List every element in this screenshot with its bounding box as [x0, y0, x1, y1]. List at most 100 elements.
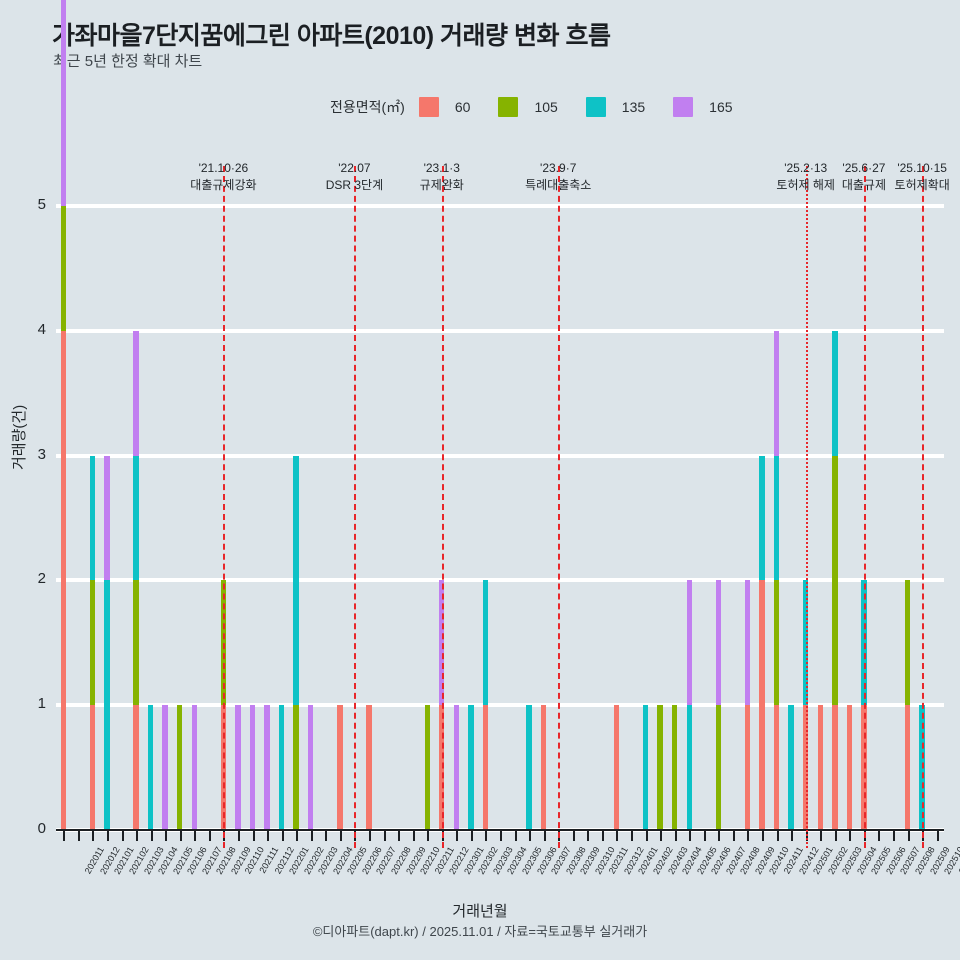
bar-202403-135[interactable] — [642, 705, 649, 830]
bar-202503-60[interactable] — [817, 705, 823, 830]
bar-202011-60[interactable] — [60, 330, 66, 830]
x-tick — [310, 831, 313, 841]
bar-202105-135[interactable] — [147, 705, 154, 830]
x-tick — [121, 831, 124, 841]
x-tick — [500, 831, 502, 841]
bar-202509-105[interactable] — [904, 580, 911, 706]
bar-202504-105[interactable] — [832, 455, 838, 706]
x-tick — [849, 831, 852, 841]
x-tick — [296, 831, 299, 841]
x-tick — [77, 831, 80, 841]
legend-label: 135 — [621, 99, 646, 115]
bar-202206-60[interactable] — [337, 705, 343, 830]
bar-202107-105[interactable] — [177, 705, 183, 830]
bar-202304-135[interactable] — [482, 580, 489, 706]
bar-202410-60[interactable] — [744, 705, 751, 830]
bar-202102-135[interactable] — [104, 580, 110, 830]
x-tick — [325, 831, 328, 841]
bar-202110-105[interactable] — [220, 580, 227, 706]
event-line-202301 — [441, 166, 444, 848]
x-tick — [485, 831, 488, 841]
bar-202106-165[interactable] — [162, 705, 168, 830]
x-tick — [237, 831, 240, 841]
bar-202504-60[interactable] — [832, 705, 838, 830]
bar-202104-60[interactable] — [133, 705, 139, 830]
x-tick — [92, 831, 95, 841]
bar-202411-60[interactable] — [759, 580, 765, 830]
bar-202307-135[interactable] — [526, 705, 532, 830]
bar-202412-135[interactable] — [773, 455, 780, 581]
y-tick-label: 5 — [37, 196, 46, 213]
event-date: '25.2·13 — [784, 161, 828, 175]
bar-202412-60[interactable] — [773, 705, 780, 830]
event-line-202110 — [223, 166, 226, 848]
bar-202104-135[interactable] — [133, 455, 139, 581]
bar-202505-60[interactable] — [846, 705, 853, 830]
x-tick — [878, 831, 881, 841]
bar-202412-105[interactable] — [773, 580, 780, 706]
legend-swatch-icon — [585, 97, 606, 117]
bar-202302-165[interactable] — [453, 705, 460, 830]
bar-202502-60[interactable] — [803, 705, 809, 830]
bar-202110-60[interactable] — [220, 705, 227, 830]
bar-202101-135[interactable] — [89, 455, 96, 581]
bar-202301-60[interactable] — [439, 705, 445, 830]
bar-202411-135[interactable] — [759, 455, 765, 581]
bar-202501-135[interactable] — [788, 705, 794, 830]
bar-202203-105[interactable] — [293, 705, 299, 830]
chart-legend: 전용면적(㎡) 60 105 135 165 — [330, 97, 761, 117]
bar-202202-135[interactable] — [278, 705, 285, 830]
bar-202204-165[interactable] — [308, 705, 314, 830]
legend-label: 165 — [709, 99, 733, 115]
gridline-y-3 — [56, 453, 944, 458]
bar-202104-165[interactable] — [133, 330, 139, 456]
bar-202304-60[interactable] — [482, 705, 489, 830]
bar-202308-60[interactable] — [540, 705, 547, 830]
bar-202303-135[interactable] — [468, 705, 474, 830]
bar-202502-135[interactable] — [803, 580, 809, 706]
legend-item-60[interactable]: 60 — [418, 97, 493, 117]
bar-202212-105[interactable] — [424, 705, 430, 830]
bar-202101-60[interactable] — [89, 705, 96, 830]
bar-202412-165[interactable] — [773, 330, 780, 456]
legend-item-135[interactable]: 135 — [585, 97, 667, 117]
bar-202111-165[interactable] — [235, 705, 241, 830]
bar-202108-165[interactable] — [191, 705, 197, 830]
x-tick — [660, 831, 663, 841]
gridline-y-4 — [56, 328, 944, 333]
x-tick — [936, 831, 939, 841]
bar-202203-135[interactable] — [293, 455, 299, 706]
bar-202510-135[interactable] — [919, 705, 925, 830]
bar-202410-165[interactable] — [744, 580, 751, 706]
legend-item-105[interactable]: 105 — [498, 97, 579, 117]
gridline-y-2 — [56, 578, 944, 583]
bar-202401-60[interactable] — [613, 705, 620, 830]
bar-202509-60[interactable] — [904, 705, 911, 830]
bar-202404-105[interactable] — [657, 705, 663, 830]
x-tick — [587, 831, 590, 841]
bar-202406-135[interactable] — [686, 705, 692, 830]
bar-202011-105[interactable] — [60, 206, 66, 331]
legend-item-165[interactable]: 165 — [673, 97, 754, 117]
bar-202408-165[interactable] — [715, 580, 722, 706]
bar-202504-135[interactable] — [832, 330, 838, 456]
x-tick — [179, 831, 182, 841]
x-tick — [136, 831, 139, 841]
event-annotation-202506: '25.6·27 대출규제 — [784, 160, 944, 194]
bar-202011-165[interactable] — [60, 0, 66, 206]
event-date: '23.1·3 — [423, 161, 460, 175]
x-tick — [106, 831, 109, 841]
bar-202201-165[interactable] — [264, 705, 270, 830]
bar-202102-165[interactable] — [104, 455, 110, 581]
bar-202208-60[interactable] — [366, 705, 372, 830]
bar-202406-165[interactable] — [686, 580, 692, 706]
bar-202101-105[interactable] — [89, 580, 96, 706]
legend-label: 60 — [454, 99, 471, 115]
bar-202112-165[interactable] — [249, 705, 256, 830]
bar-202301-165[interactable] — [439, 580, 445, 706]
bar-202408-105[interactable] — [715, 705, 722, 830]
bar-202405-105[interactable] — [671, 705, 678, 830]
x-tick — [427, 831, 430, 841]
bar-202104-105[interactable] — [133, 580, 139, 706]
event-line-202309 — [558, 166, 561, 848]
